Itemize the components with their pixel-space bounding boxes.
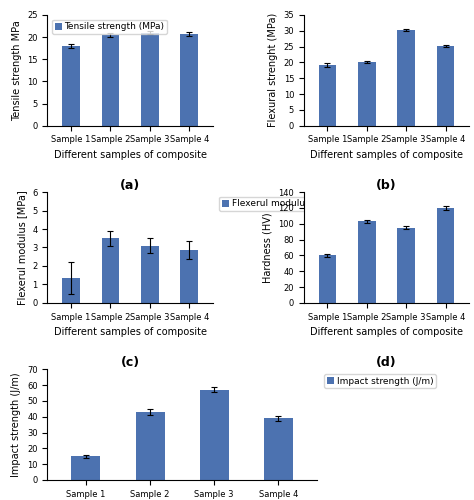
Bar (141, 32, 159, 126)
Text: (b): (b) (376, 179, 397, 192)
Bar (180, 34, 198, 126)
X-axis label: Different samples of composite: Different samples of composite (310, 327, 463, 337)
Bar (101, 238, 119, 303)
Bar (72, 456, 100, 480)
Y-axis label: Flexural strenght (MPa): Flexural strenght (MPa) (268, 13, 278, 128)
X-axis label: Different samples of composite: Different samples of composite (54, 150, 207, 160)
Bar (319, 256, 337, 303)
Bar (136, 412, 164, 480)
Bar (101, 35, 119, 126)
Bar (358, 62, 376, 126)
Y-axis label: Impact strength (J/m): Impact strength (J/m) (11, 372, 21, 477)
Bar (141, 246, 159, 303)
Y-axis label: Tensile strength MPa: Tensile strength MPa (12, 20, 22, 120)
Bar (437, 46, 455, 126)
Text: (d): (d) (376, 356, 397, 369)
Bar (62, 46, 80, 126)
Bar (319, 65, 337, 126)
X-axis label: Different samples of composite: Different samples of composite (310, 150, 463, 160)
Bar (437, 208, 455, 303)
Legend: Flexerul modulus (MPa): Flexerul modulus (MPa) (219, 196, 340, 211)
Text: (c): (c) (120, 356, 140, 369)
Bar (264, 418, 293, 480)
Legend: Tensile strength (MPa): Tensile strength (MPa) (52, 20, 167, 34)
Bar (397, 30, 415, 126)
Legend: Impact strength (J/m): Impact strength (J/m) (324, 374, 436, 388)
X-axis label: Different samples of composite: Different samples of composite (54, 327, 207, 337)
Bar (180, 250, 198, 303)
Bar (62, 278, 80, 303)
Y-axis label: Hardness (HV): Hardness (HV) (263, 212, 273, 283)
Bar (397, 228, 415, 303)
Bar (358, 222, 376, 303)
Bar (200, 390, 228, 480)
Text: (a): (a) (120, 179, 140, 192)
Y-axis label: Flexerul modulus [MPa]: Flexerul modulus [MPa] (17, 190, 27, 305)
